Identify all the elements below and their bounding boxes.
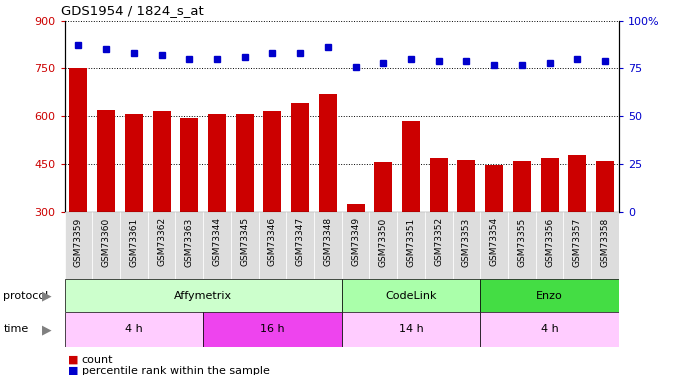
Text: GSM73346: GSM73346: [268, 217, 277, 266]
Bar: [425, 212, 453, 279]
Bar: [596, 161, 614, 308]
Bar: [568, 155, 586, 308]
Text: ▶: ▶: [42, 323, 52, 336]
Bar: [180, 118, 199, 308]
Bar: [291, 104, 309, 308]
Text: GSM73350: GSM73350: [379, 217, 388, 267]
Bar: [92, 212, 120, 279]
Text: GSM73349: GSM73349: [351, 217, 360, 266]
Bar: [342, 279, 480, 312]
Bar: [152, 111, 171, 308]
Text: GDS1954 / 1824_s_at: GDS1954 / 1824_s_at: [61, 4, 204, 17]
Text: 4 h: 4 h: [541, 324, 558, 334]
Text: GSM73345: GSM73345: [240, 217, 249, 266]
Bar: [480, 312, 619, 347]
Text: GSM73351: GSM73351: [407, 217, 415, 267]
Bar: [65, 279, 342, 312]
Bar: [536, 212, 564, 279]
Text: GSM73354: GSM73354: [490, 217, 498, 266]
Bar: [430, 158, 447, 308]
Text: GSM73356: GSM73356: [545, 217, 554, 267]
Bar: [564, 212, 591, 279]
Bar: [236, 114, 254, 308]
Text: GSM73355: GSM73355: [517, 217, 526, 267]
Text: count: count: [82, 355, 113, 365]
Bar: [120, 212, 148, 279]
Text: GSM73358: GSM73358: [600, 217, 609, 267]
Bar: [258, 212, 286, 279]
Bar: [369, 212, 397, 279]
Bar: [319, 94, 337, 308]
Text: ■: ■: [68, 366, 78, 375]
Text: time: time: [3, 324, 29, 334]
Bar: [65, 212, 92, 279]
Bar: [480, 212, 508, 279]
Bar: [97, 110, 115, 308]
Bar: [203, 212, 231, 279]
Text: 4 h: 4 h: [125, 324, 143, 334]
Bar: [286, 212, 314, 279]
Text: GSM73363: GSM73363: [185, 217, 194, 267]
Bar: [485, 165, 503, 308]
Text: GSM73362: GSM73362: [157, 217, 166, 266]
Bar: [342, 212, 369, 279]
Bar: [175, 212, 203, 279]
Text: GSM73359: GSM73359: [74, 217, 83, 267]
Bar: [314, 212, 341, 279]
Bar: [397, 212, 425, 279]
Bar: [541, 158, 558, 308]
Text: GSM73347: GSM73347: [296, 217, 305, 266]
Bar: [263, 111, 282, 308]
Text: GSM73344: GSM73344: [213, 217, 222, 266]
Bar: [69, 68, 88, 308]
Bar: [65, 312, 203, 347]
Bar: [208, 114, 226, 308]
Text: Enzo: Enzo: [536, 291, 563, 301]
Text: ▶: ▶: [42, 289, 52, 302]
Text: protocol: protocol: [3, 291, 49, 301]
Bar: [591, 212, 619, 279]
Bar: [203, 312, 342, 347]
Bar: [347, 204, 364, 308]
Bar: [125, 114, 143, 308]
Text: Affymetrix: Affymetrix: [174, 291, 232, 301]
Bar: [231, 212, 258, 279]
Bar: [453, 212, 480, 279]
Bar: [513, 161, 531, 308]
Text: GSM73357: GSM73357: [573, 217, 581, 267]
Bar: [374, 162, 392, 308]
Text: 16 h: 16 h: [260, 324, 285, 334]
Text: GSM73352: GSM73352: [435, 217, 443, 266]
Bar: [480, 279, 619, 312]
Bar: [148, 212, 175, 279]
Text: GSM73353: GSM73353: [462, 217, 471, 267]
Bar: [458, 160, 475, 308]
Text: 14 h: 14 h: [398, 324, 424, 334]
Text: GSM73361: GSM73361: [129, 217, 138, 267]
Text: ■: ■: [68, 355, 78, 365]
Bar: [402, 121, 420, 308]
Text: GSM73348: GSM73348: [324, 217, 333, 266]
Text: percentile rank within the sample: percentile rank within the sample: [82, 366, 269, 375]
Bar: [508, 212, 536, 279]
Text: CodeLink: CodeLink: [386, 291, 437, 301]
Text: GSM73360: GSM73360: [102, 217, 111, 267]
Bar: [342, 312, 480, 347]
